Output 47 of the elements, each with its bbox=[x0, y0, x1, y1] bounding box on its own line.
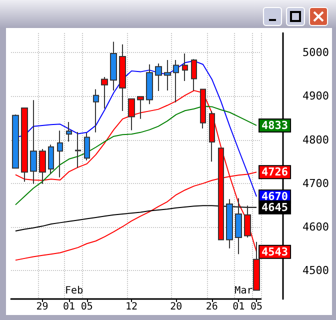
candlestick bbox=[48, 144, 54, 174]
candlestick bbox=[84, 132, 90, 161]
candlestick bbox=[57, 130, 63, 178]
x-tick-label: 29 bbox=[36, 302, 48, 312]
candlestick bbox=[30, 100, 37, 184]
candlestick bbox=[75, 131, 81, 168]
y-tick-label: 4900 bbox=[302, 90, 329, 103]
x-tick-label: 01 bbox=[232, 302, 245, 312]
x-tick-label: 05 bbox=[250, 302, 263, 312]
y-tick-label: 4500 bbox=[302, 264, 329, 278]
candlestick bbox=[66, 121, 72, 142]
candlestick bbox=[173, 60, 179, 103]
candlestick bbox=[164, 60, 171, 92]
x-tick-label: 05 bbox=[80, 302, 93, 312]
candlestick bbox=[146, 64, 153, 105]
candlestick bbox=[39, 148, 46, 184]
data-label: 4833 bbox=[262, 118, 288, 132]
candlestick bbox=[21, 107, 28, 182]
candlestick bbox=[137, 96, 144, 120]
candlestick bbox=[155, 63, 162, 92]
candlestick bbox=[93, 88, 99, 133]
candlestick bbox=[244, 205, 251, 238]
candlestick bbox=[226, 198, 233, 249]
line-series bbox=[14, 106, 258, 206]
y-tick-label: 4600 bbox=[302, 220, 329, 234]
candlestick bbox=[119, 44, 126, 112]
x-tick-label: 20 bbox=[170, 302, 182, 312]
line-series bbox=[14, 205, 258, 232]
candlestick bbox=[110, 41, 117, 92]
candlestick bbox=[209, 110, 215, 162]
x-tick-label: 01 bbox=[63, 302, 76, 312]
data-label: 4645 bbox=[262, 200, 288, 214]
data-label: 4726 bbox=[262, 166, 288, 179]
y-tick-label: 4700 bbox=[302, 176, 329, 190]
y-tick-label: 5000 bbox=[302, 46, 329, 60]
x-tick-label: 12 bbox=[126, 302, 138, 312]
candlestick bbox=[128, 98, 135, 131]
candlestick bbox=[182, 52, 188, 82]
annotation: Feb bbox=[65, 286, 84, 296]
candlestick bbox=[235, 198, 242, 255]
y-tick-label: 4800 bbox=[302, 133, 329, 146]
candlestick bbox=[12, 114, 19, 170]
data-label: 4670 bbox=[262, 190, 288, 204]
x-tick-label: 26 bbox=[206, 302, 218, 312]
data-label: 4543 bbox=[262, 245, 288, 258]
annotation: Mar bbox=[234, 286, 253, 296]
candlestick bbox=[101, 76, 108, 109]
